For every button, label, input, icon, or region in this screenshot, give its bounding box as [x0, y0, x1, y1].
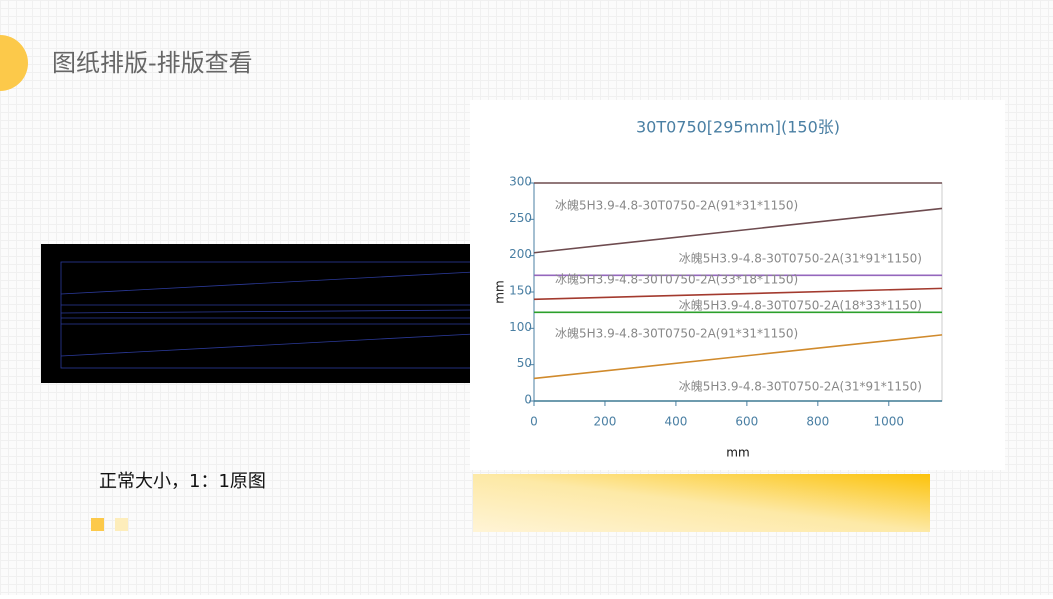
x-tick-label: 400: [664, 415, 687, 429]
chart-panel: [470, 100, 1005, 470]
x-tick-label: 200: [594, 415, 617, 429]
y-tick-label: 300: [509, 175, 532, 189]
x-tick-label: 800: [806, 415, 829, 429]
y-tick-label: 100: [509, 320, 532, 334]
plot: 0 50 100 150 200 250 300 0 200 400 600 800 1000 冰魄5H3…: [509, 175, 943, 429]
x-tick-label: 0: [530, 415, 538, 429]
chart-title: 30T0750[295mm](150张): [636, 118, 840, 137]
line-label: 冰魄5H3.9-4.8-30T0750-2A(31*91*1150): [679, 379, 922, 394]
line-label: 冰魄5H3.9-4.8-30T0750-2A(91*31*1150): [555, 326, 798, 341]
y-tick-label: 0: [524, 393, 532, 407]
accent-square: [115, 518, 128, 531]
y-tick-label: 250: [509, 211, 532, 225]
y-tick-label: 150: [509, 284, 532, 298]
line-label: 冰魄5H3.9-4.8-30T0750-2A(33*18*1150): [555, 272, 798, 287]
series-line: [533, 334, 943, 380]
x-tick-label: 600: [735, 415, 758, 429]
line-label: 冰魄5H3.9-4.8-30T0750-2A(31*91*1150): [679, 251, 922, 266]
accent-square: [91, 518, 104, 531]
x-axis-label: mm: [726, 446, 749, 460]
x-tick-label: 1000: [874, 415, 905, 429]
gradient-banner: [473, 474, 930, 532]
y-tick-label: 50: [517, 356, 532, 370]
line-label: 冰魄5H3.9-4.8-30T0750-2A(18*33*1150): [679, 298, 922, 313]
accent-circle: [0, 35, 28, 91]
y-tick-label: 200: [509, 247, 532, 261]
series-line: [533, 207, 943, 254]
y-axis-label: mm: [493, 280, 507, 303]
series-line: [533, 287, 943, 301]
sheet-preview: [41, 244, 483, 383]
page-title: 图纸排版-排版查看: [52, 49, 253, 77]
line-label: 冰魄5H3.9-4.8-30T0750-2A(91*31*1150): [555, 198, 798, 213]
caption: 正常大小，1：1原图: [99, 471, 266, 492]
